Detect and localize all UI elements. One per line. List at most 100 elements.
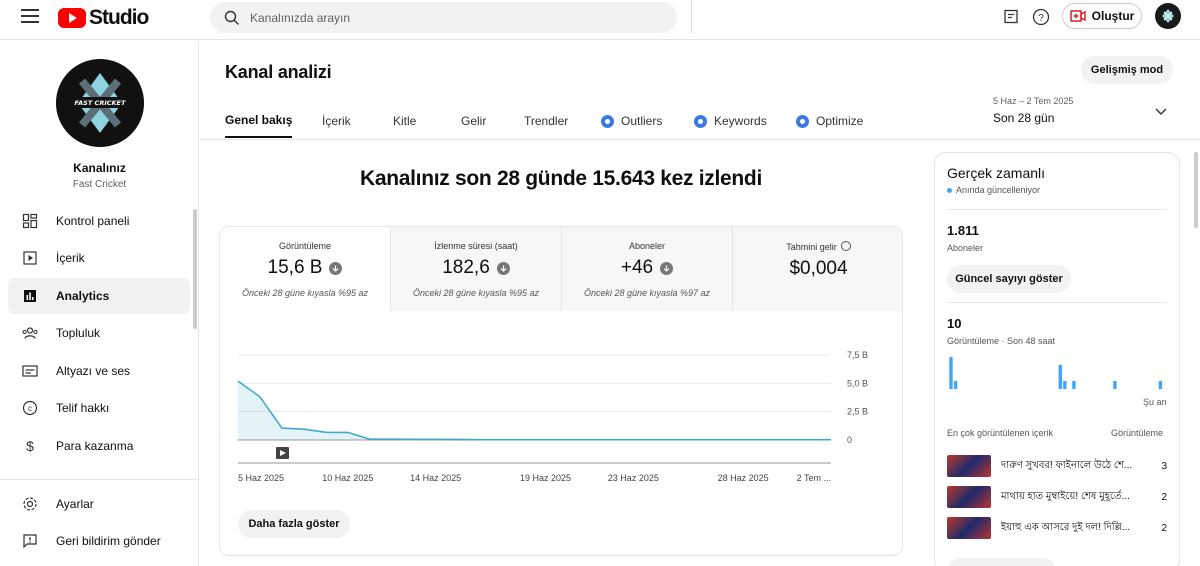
tab-revenue[interactable]: Gelir <box>461 114 487 128</box>
data-point[interactable] <box>369 438 371 440</box>
data-point[interactable] <box>457 438 459 440</box>
sidebar-item-settings[interactable]: Ayarlar <box>8 486 190 522</box>
tab-content[interactable]: İçerik <box>322 114 351 128</box>
realtime-bar[interactable] <box>1063 381 1067 389</box>
top-content-row[interactable]: ইয়াহু এক আসরে দুই দল! দিল্লি... 2 <box>947 517 1167 539</box>
menu-icon[interactable] <box>21 9 39 23</box>
metric-value: +46 <box>620 257 654 278</box>
sidebar-item-earn[interactable]: $ Para kazanma <box>8 428 190 464</box>
metric-revenue[interactable]: Tahmini gelir $0,004 <box>733 227 902 311</box>
copyright-icon: c <box>18 396 42 420</box>
series-line <box>237 380 831 441</box>
show-live-count-button[interactable]: Güncel sayıyı göster <box>947 265 1071 293</box>
sidebar-scrollbar[interactable] <box>193 209 197 329</box>
metric-label: Aboneler <box>628 241 666 251</box>
metric-watch-time[interactable]: İzlenme süresi (saat) 182,6 Önceki 28 gü… <box>391 227 562 311</box>
sidebar-item-feedback[interactable]: Geri bildirim gönder <box>8 523 190 559</box>
search-bar[interactable] <box>210 2 677 33</box>
data-point[interactable] <box>610 439 612 441</box>
series-area <box>238 381 831 440</box>
realtime-bar[interactable] <box>1113 381 1117 389</box>
logo-text: Studio <box>89 6 149 29</box>
sidebar-item-content[interactable]: İçerik <box>8 240 190 276</box>
sidebar-item-subtitles[interactable]: Altyazı ve ses <box>8 353 190 389</box>
data-point[interactable] <box>808 439 810 441</box>
data-point[interactable] <box>259 396 261 398</box>
date-range-period: Son 28 gün <box>993 111 1055 125</box>
tab-keywords[interactable]: Keywords <box>694 104 767 138</box>
sidebar-item-label: Kontrol paneli <box>56 214 130 228</box>
clock-info-icon[interactable] <box>840 241 851 251</box>
metric-views[interactable]: Görüntüleme 15,6 B Önceki 28 güne kıyasl… <box>220 227 391 311</box>
youtube-logo-icon <box>58 8 86 28</box>
search-input[interactable] <box>250 10 630 25</box>
see-more-button[interactable] <box>947 558 1057 566</box>
top-content-row[interactable]: মাথায় হাত মুম্বাইয়ে! শেষ মুহূর্তে... 2 <box>947 486 1167 508</box>
sidebar-item-copyright[interactable]: c Telif hakkı <box>8 390 190 426</box>
data-point[interactable] <box>347 431 349 433</box>
tab-overview[interactable]: Genel bakış <box>225 104 293 138</box>
page-scrollbar[interactable] <box>1194 152 1198 228</box>
data-point[interactable] <box>479 439 481 441</box>
data-point[interactable] <box>413 438 415 440</box>
svg-text:$: $ <box>26 438 34 454</box>
tab-label: Outliers <box>621 114 663 128</box>
help-icon[interactable]: ? <box>1030 6 1052 28</box>
data-point[interactable] <box>303 428 305 430</box>
data-point[interactable] <box>566 439 568 441</box>
data-point[interactable] <box>698 439 700 441</box>
realtime-bar[interactable] <box>949 357 953 389</box>
sidebar-item-label: Telif hakkı <box>56 401 110 415</box>
sidebar-item-analytics[interactable]: Analytics <box>8 278 190 314</box>
chevron-down-icon[interactable] <box>1154 104 1168 118</box>
x-tick-label: 28 Haz 2025 <box>718 473 769 483</box>
metric-value: 15,6 B <box>267 257 323 278</box>
tab-audience[interactable]: Kitle <box>393 114 417 128</box>
data-point[interactable] <box>830 439 832 441</box>
realtime-bar[interactable] <box>1072 381 1076 389</box>
data-point[interactable] <box>435 438 437 440</box>
data-point[interactable] <box>523 439 525 441</box>
tab-trends[interactable]: Trendler <box>524 114 569 128</box>
x-tick-label: 14 Haz 2025 <box>410 473 461 483</box>
channel-avatar[interactable]: FAST CRICKET <box>56 59 144 147</box>
top-content-row[interactable]: দারুণ সুখবর! ফাইনালে উঠে শে... 3 <box>947 455 1167 477</box>
data-point[interactable] <box>391 438 393 440</box>
create-button[interactable]: Oluştur <box>1062 3 1142 29</box>
data-point[interactable] <box>676 439 678 441</box>
subtitles-icon <box>18 359 42 383</box>
data-point[interactable] <box>281 427 283 429</box>
data-point[interactable] <box>742 439 744 441</box>
data-point[interactable] <box>632 439 634 441</box>
tabs-divider <box>200 139 1200 140</box>
metric-label: İzlenme süresi (saat) <box>434 241 518 251</box>
data-point[interactable] <box>654 439 656 441</box>
sidebar-item-dashboard[interactable]: Kontrol paneli <box>8 203 190 239</box>
realtime-bar[interactable] <box>953 381 958 389</box>
data-point[interactable] <box>720 439 722 441</box>
video-views: 2 <box>1161 522 1167 534</box>
y-tick-label: 0 <box>847 435 852 445</box>
data-point[interactable] <box>764 439 766 441</box>
data-point[interactable] <box>501 439 503 441</box>
show-more-button[interactable]: Daha fazla göster <box>238 510 350 538</box>
account-avatar[interactable] <box>1155 3 1181 29</box>
tab-optimize[interactable]: Optimize <box>796 104 863 138</box>
data-point[interactable] <box>588 439 590 441</box>
studio-logo[interactable]: Studio <box>58 6 149 30</box>
data-point[interactable] <box>786 439 788 441</box>
date-range-picker[interactable]: 5 Haz – 2 Tem 2025 Son 28 gün <box>993 96 1073 125</box>
data-point[interactable] <box>237 380 239 382</box>
realtime-bar[interactable] <box>1058 365 1062 389</box>
live-dot-icon <box>947 187 952 193</box>
captions-icon[interactable] <box>1000 6 1022 28</box>
x-tick-label: 5 Haz 2025 <box>238 473 284 483</box>
sidebar-item-community[interactable]: Topluluk <box>8 315 190 351</box>
advanced-mode-button[interactable]: Gelişmiş mod <box>1081 56 1173 84</box>
metric-note: Önceki 28 güne kıyasla %97 az <box>583 288 711 298</box>
tab-outliers[interactable]: Outliers <box>601 104 662 138</box>
data-point[interactable] <box>325 431 327 433</box>
metric-subscribers[interactable]: Aboneler +46 Önceki 28 güne kıyasla %97 … <box>562 227 733 311</box>
data-point[interactable] <box>544 439 546 441</box>
realtime-bar[interactable] <box>1158 381 1163 389</box>
